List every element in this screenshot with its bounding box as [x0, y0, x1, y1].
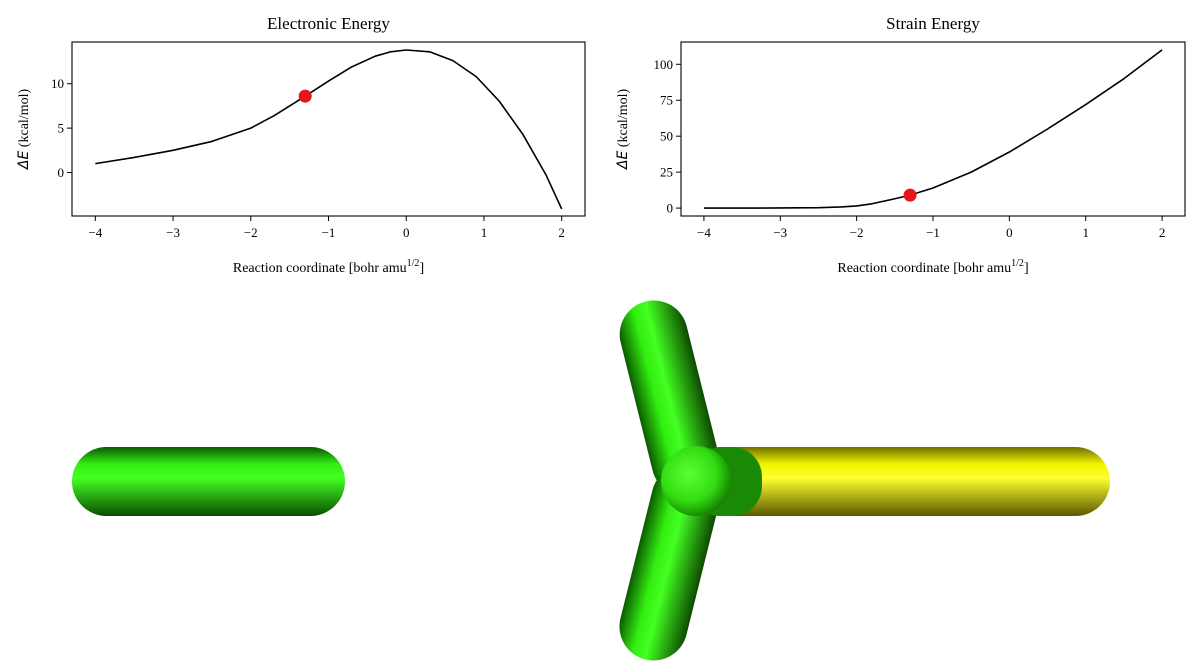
x-tick-label: −4 — [88, 225, 102, 240]
x-tick-label: −3 — [166, 225, 180, 240]
molecule-left — [72, 447, 345, 516]
electronic-energy-chart: Electronic Energy −4 −3 −2 −1 0 1 2 0 5 10 Reaction… — [16, 14, 586, 276]
series-line — [703, 49, 1163, 209]
plot-frame — [71, 41, 586, 217]
x-tick-label: −1 — [322, 225, 336, 240]
x-tick-label: 1 — [1082, 225, 1089, 240]
x-tick-label: 0 — [403, 225, 410, 240]
y-tick-label: 0 — [58, 165, 65, 180]
x-tick-label: −4 — [697, 225, 711, 240]
y-tick-label: 25 — [660, 165, 673, 180]
strain-energy-chart: Strain Energy −4 −3 −2 −1 0 1 2 0 25 50 75 100 Reacti… — [615, 14, 1186, 276]
y-tick-label: 50 — [660, 129, 673, 144]
yellow-bond — [700, 447, 1110, 516]
x-tick-label: −2 — [850, 225, 864, 240]
molecule-right — [619, 300, 1110, 661]
plot-frame — [680, 41, 1186, 217]
y-axis-label: ΔE (kcal/mol) — [16, 89, 32, 171]
y-axis-label: ΔE (kcal/mol) — [615, 89, 631, 171]
x-tick-label: −2 — [244, 225, 258, 240]
x-tick-label: 2 — [1159, 225, 1166, 240]
x-tick-label: −3 — [773, 225, 787, 240]
y-tick-label: 75 — [660, 93, 673, 108]
green-bond — [72, 447, 345, 516]
series-line — [95, 49, 563, 210]
chart-title: Strain Energy — [886, 14, 980, 33]
x-tick-label: 1 — [481, 225, 488, 240]
current-point-marker — [298, 89, 312, 103]
y-tick-label: 100 — [654, 57, 674, 72]
chart-title: Electronic Energy — [267, 14, 390, 33]
x-axis-label: Reaction coordinate [bohr amu1/2] — [837, 258, 1028, 276]
green-atom — [661, 446, 731, 516]
x-tick-label: 0 — [1006, 225, 1013, 240]
y-tick-label: 10 — [51, 76, 64, 91]
x-axis-label: Reaction coordinate [bohr amu1/2] — [233, 258, 424, 276]
x-tick-label: 2 — [558, 225, 565, 240]
y-tick-label: 0 — [667, 201, 674, 216]
y-tick-label: 5 — [58, 121, 65, 136]
x-tick-label: −1 — [926, 225, 940, 240]
current-point-marker — [903, 188, 917, 202]
